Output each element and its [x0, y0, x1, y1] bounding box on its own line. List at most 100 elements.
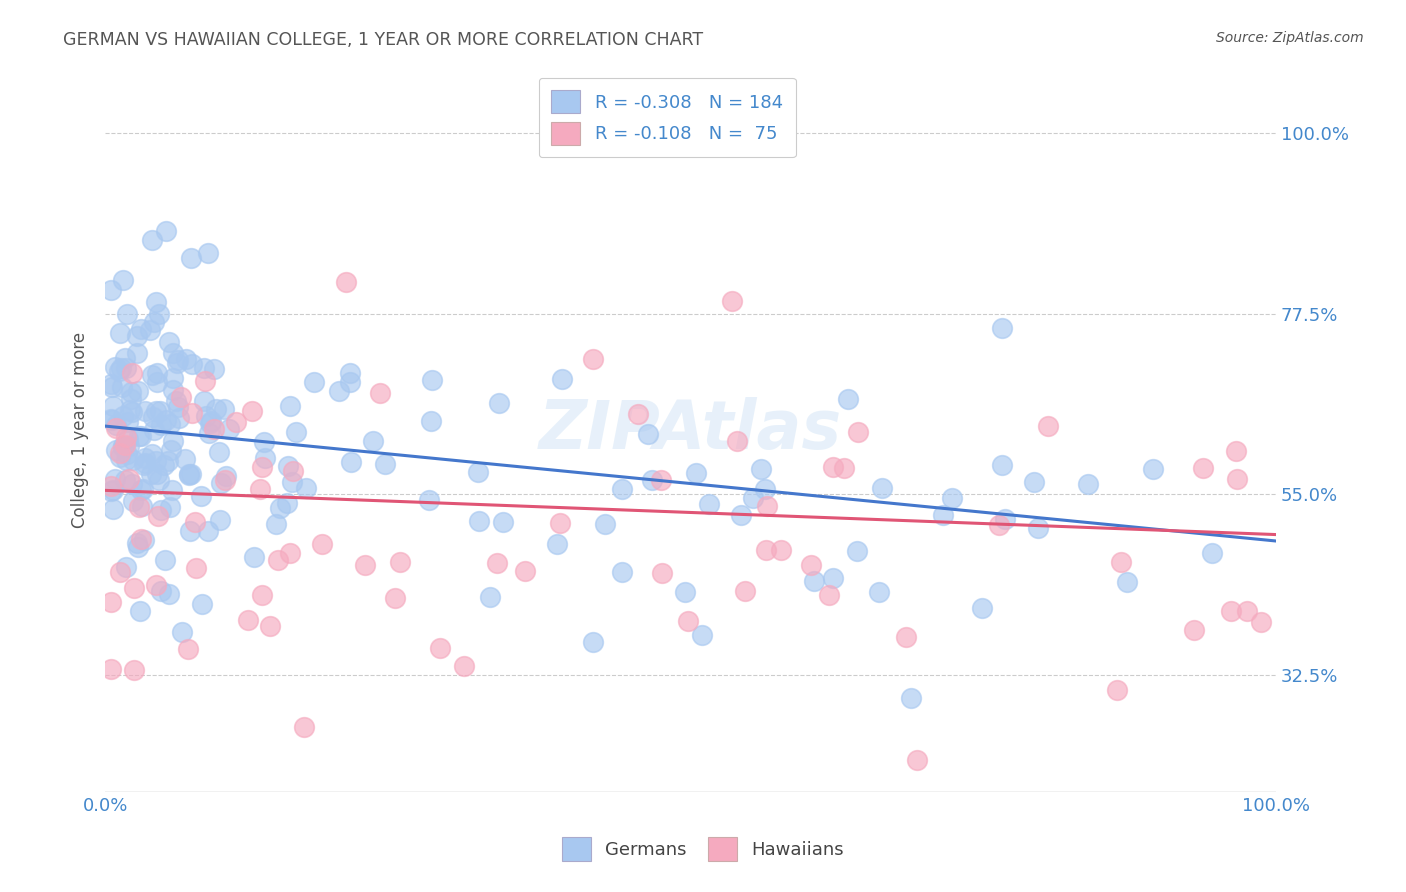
Point — [117, 416, 139, 430]
Point — [340, 454, 363, 468]
Point — [104, 472, 127, 486]
Point — [467, 514, 489, 528]
Point — [193, 360, 215, 375]
Point — [186, 561, 208, 575]
Point — [179, 468, 201, 483]
Point — [250, 460, 273, 475]
Point — [149, 404, 172, 418]
Point — [250, 588, 273, 602]
Point — [650, 473, 672, 487]
Point — [150, 418, 173, 433]
Point — [100, 380, 122, 394]
Point — [115, 430, 138, 444]
Point — [157, 454, 180, 468]
Point — [335, 275, 357, 289]
Point — [821, 570, 844, 584]
Point — [361, 434, 384, 448]
Point — [162, 345, 184, 359]
Point — [122, 452, 145, 467]
Point — [972, 601, 994, 615]
Point — [159, 500, 181, 515]
Point — [195, 409, 218, 424]
Point — [1116, 575, 1139, 590]
Point — [177, 641, 200, 656]
Point — [129, 532, 152, 546]
Point — [800, 558, 823, 572]
Point — [281, 464, 304, 478]
Point — [593, 517, 616, 532]
Point — [121, 404, 143, 418]
Point — [281, 475, 304, 489]
Point — [100, 412, 122, 426]
Point — [121, 366, 143, 380]
Point — [127, 541, 149, 555]
Point — [692, 628, 714, 642]
Point — [125, 536, 148, 550]
Point — [1038, 418, 1060, 433]
Point — [1225, 444, 1247, 458]
Point — [155, 413, 177, 427]
Point — [127, 384, 149, 398]
Point — [145, 295, 167, 310]
Point — [117, 432, 139, 446]
Point — [204, 401, 226, 416]
Point — [193, 393, 215, 408]
Point — [120, 384, 142, 399]
Point — [467, 465, 489, 479]
Point — [110, 361, 132, 376]
Point — [485, 556, 508, 570]
Point — [148, 473, 170, 487]
Point — [180, 357, 202, 371]
Point — [991, 321, 1014, 335]
Point — [174, 352, 197, 367]
Point — [208, 445, 231, 459]
Point — [184, 515, 207, 529]
Point — [302, 375, 325, 389]
Text: Source: ZipAtlas.com: Source: ZipAtlas.com — [1216, 31, 1364, 45]
Point — [167, 411, 190, 425]
Point — [420, 414, 443, 428]
Point — [155, 224, 177, 238]
Point — [420, 373, 443, 387]
Point — [214, 473, 236, 487]
Point — [218, 422, 240, 436]
Point — [478, 591, 501, 605]
Point — [1109, 555, 1132, 569]
Point — [162, 383, 184, 397]
Point — [253, 434, 276, 449]
Point — [1192, 460, 1215, 475]
Point — [145, 454, 167, 468]
Point — [134, 456, 156, 470]
Point — [101, 399, 124, 413]
Point — [108, 565, 131, 579]
Point — [121, 476, 143, 491]
Point — [162, 434, 184, 449]
Point — [132, 533, 155, 548]
Point — [115, 559, 138, 574]
Point — [100, 377, 122, 392]
Point — [191, 597, 214, 611]
Point — [734, 583, 756, 598]
Point — [285, 425, 308, 440]
Point — [1026, 521, 1049, 535]
Point — [177, 467, 200, 482]
Point — [339, 375, 361, 389]
Point — [905, 753, 928, 767]
Point — [149, 503, 172, 517]
Point — [197, 245, 219, 260]
Point — [101, 413, 124, 427]
Point — [209, 513, 232, 527]
Point — [730, 508, 752, 522]
Point — [249, 483, 271, 497]
Point — [129, 321, 152, 335]
Point — [868, 584, 890, 599]
Point — [181, 407, 204, 421]
Text: ZIPAtlas: ZIPAtlas — [538, 397, 842, 463]
Point — [311, 537, 333, 551]
Point — [845, 543, 868, 558]
Point — [546, 537, 568, 551]
Point — [104, 360, 127, 375]
Point — [236, 614, 259, 628]
Point — [991, 458, 1014, 473]
Point — [125, 346, 148, 360]
